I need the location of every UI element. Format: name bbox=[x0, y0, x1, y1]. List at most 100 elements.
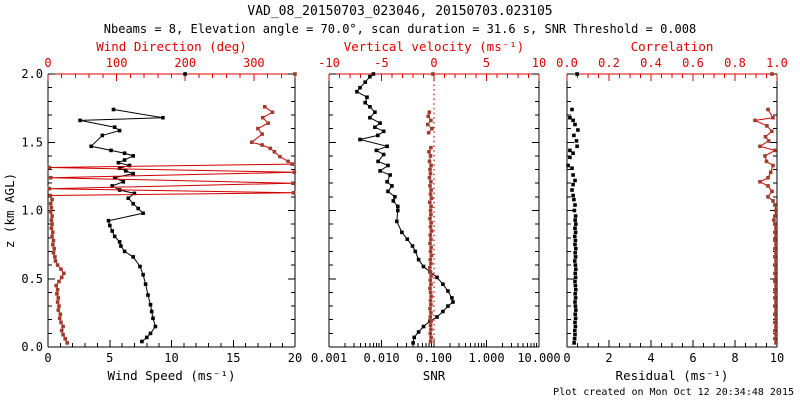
snr-panel-top-tick-label: -5 bbox=[374, 56, 388, 70]
residual-marker bbox=[573, 259, 577, 263]
wind-direction-marker bbox=[54, 283, 58, 288]
wind-direction-marker bbox=[51, 242, 55, 247]
snr-marker bbox=[416, 330, 421, 334]
wind-panel-bottom-tick-label: 0 bbox=[44, 351, 51, 365]
correlation-marker bbox=[774, 283, 778, 288]
wind-panel-bottom-tick-label: 20 bbox=[288, 351, 302, 365]
wind-direction-marker bbox=[278, 154, 282, 159]
vertical-velocity-marker bbox=[427, 150, 431, 154]
wind-direction-marker bbox=[61, 324, 65, 329]
snr-marker bbox=[435, 275, 439, 280]
correlation-marker bbox=[758, 144, 762, 149]
residual-marker bbox=[574, 287, 578, 292]
residual-panel-y-axis bbox=[567, 73, 777, 348]
wind-direction-marker bbox=[49, 218, 54, 222]
snr-marker bbox=[381, 129, 386, 134]
vertical-velocity-marker bbox=[429, 212, 433, 217]
snr-marker bbox=[446, 304, 450, 308]
plot-title: VAD_08_20150703_023046, 20150703.023105 bbox=[247, 4, 553, 19]
residual-marker bbox=[573, 279, 577, 284]
correlation-marker bbox=[766, 139, 771, 143]
vertical-velocity-marker bbox=[428, 266, 432, 270]
wind-speed-marker bbox=[131, 255, 135, 259]
correlation-marker bbox=[766, 184, 770, 188]
wind-speed-marker bbox=[117, 240, 122, 244]
wind-direction-marker bbox=[59, 267, 63, 271]
wind-speed-marker bbox=[126, 196, 131, 200]
wind-speed-marker bbox=[131, 201, 135, 206]
vertical-velocity-marker bbox=[428, 323, 433, 327]
vertical-velocity-marker bbox=[431, 72, 435, 76]
snr-series bbox=[355, 72, 455, 345]
vertical-velocity-marker bbox=[428, 298, 433, 303]
snr-panel-bottom-axis: 0.001 0.010 0.100 1.000 10.000 SNR bbox=[311, 340, 561, 383]
correlation-marker bbox=[774, 324, 778, 329]
residual-marker bbox=[573, 328, 577, 333]
residual-marker bbox=[571, 173, 575, 177]
residual-panel-top-axis: 0.0 0.2 0.4 0.6 0.8 1.0 Correlation bbox=[556, 39, 788, 81]
residual-marker bbox=[573, 292, 577, 296]
snr-panel-top-tick-label: -10 bbox=[318, 56, 340, 70]
z-axis-tick-label: 1.0 bbox=[21, 204, 43, 218]
wind-panel-bottom-tick-label: 15 bbox=[226, 351, 240, 365]
wind-direction-marker bbox=[55, 300, 60, 304]
wind-speed-marker bbox=[119, 244, 123, 248]
wind-direction-marker bbox=[50, 197, 54, 202]
correlation-marker bbox=[774, 259, 778, 263]
correlation-marker bbox=[765, 124, 769, 128]
correlation-marker bbox=[771, 199, 775, 203]
residual-marker bbox=[572, 208, 577, 213]
snr-marker bbox=[446, 289, 450, 293]
vertical-velocity-marker bbox=[430, 126, 434, 131]
wind-panel-top-tick-label: 100 bbox=[106, 56, 128, 70]
residual-marker bbox=[574, 267, 578, 271]
wind-speed-marker bbox=[106, 218, 111, 223]
wind-speed-marker bbox=[122, 151, 127, 155]
wind-speed-marker bbox=[89, 144, 93, 149]
wind-direction-marker bbox=[51, 238, 56, 243]
snr-marker bbox=[390, 184, 394, 188]
snr-panel: 0.001 0.010 0.100 1.000 10.000 SNR -10 -5 0 5 10 Ve… bbox=[311, 39, 561, 383]
vertical-velocity-marker bbox=[428, 286, 432, 291]
residual-marker bbox=[573, 251, 577, 255]
wind-speed-marker bbox=[109, 148, 113, 153]
residual-marker bbox=[566, 163, 570, 168]
snr-marker bbox=[385, 180, 389, 184]
vertical-velocity-marker bbox=[428, 307, 432, 311]
residual-marker bbox=[573, 238, 578, 243]
residual-marker bbox=[573, 316, 578, 321]
snr-panel-bottom-tick-label: 1.000 bbox=[468, 351, 504, 365]
wind-direction-marker bbox=[266, 121, 270, 125]
plot-subtitle: Nbeams = 8, Elevation angle = 70.0°, sca… bbox=[103, 22, 697, 36]
correlation-marker bbox=[773, 222, 777, 226]
wind-direction-marker bbox=[291, 181, 295, 185]
snr-marker bbox=[358, 137, 362, 142]
wind-direction-marker bbox=[250, 140, 254, 144]
snr-panel-top-tick-label: 10 bbox=[532, 56, 546, 70]
vertical-velocity-marker bbox=[428, 331, 433, 336]
correlation-marker bbox=[753, 118, 757, 123]
wind-speed-marker bbox=[100, 133, 105, 138]
vertical-velocity-marker bbox=[428, 339, 433, 344]
snr-marker bbox=[373, 110, 377, 114]
wind-speed-marker bbox=[136, 206, 140, 211]
vertical-velocity-series bbox=[425, 72, 435, 344]
wind-direction-marker bbox=[261, 115, 265, 120]
residual-panel-top-tick-label: 0.8 bbox=[724, 56, 746, 70]
residual-marker bbox=[572, 341, 576, 345]
correlation-marker bbox=[774, 300, 778, 304]
wind-speed-marker bbox=[117, 166, 122, 170]
correlation-marker bbox=[772, 218, 776, 222]
wind-panel: 0 5 10 15 20 Wind Speed (ms⁻¹) 0 100 200 300 Wind … bbox=[2, 39, 302, 383]
snr-marker bbox=[451, 300, 455, 304]
residual-marker bbox=[571, 182, 575, 187]
correlation-marker bbox=[774, 332, 778, 337]
wind-direction-marker bbox=[55, 292, 59, 296]
snr-marker bbox=[421, 264, 426, 269]
correlation-marker bbox=[766, 195, 770, 199]
wind-speed-marker bbox=[127, 163, 132, 168]
vertical-velocity-marker bbox=[428, 278, 433, 282]
wind-panel-top-axis: 0 100 200 300 Wind Direction (deg) bbox=[44, 39, 296, 81]
residual-panel-top-tick-label: 0.2 bbox=[598, 56, 620, 70]
